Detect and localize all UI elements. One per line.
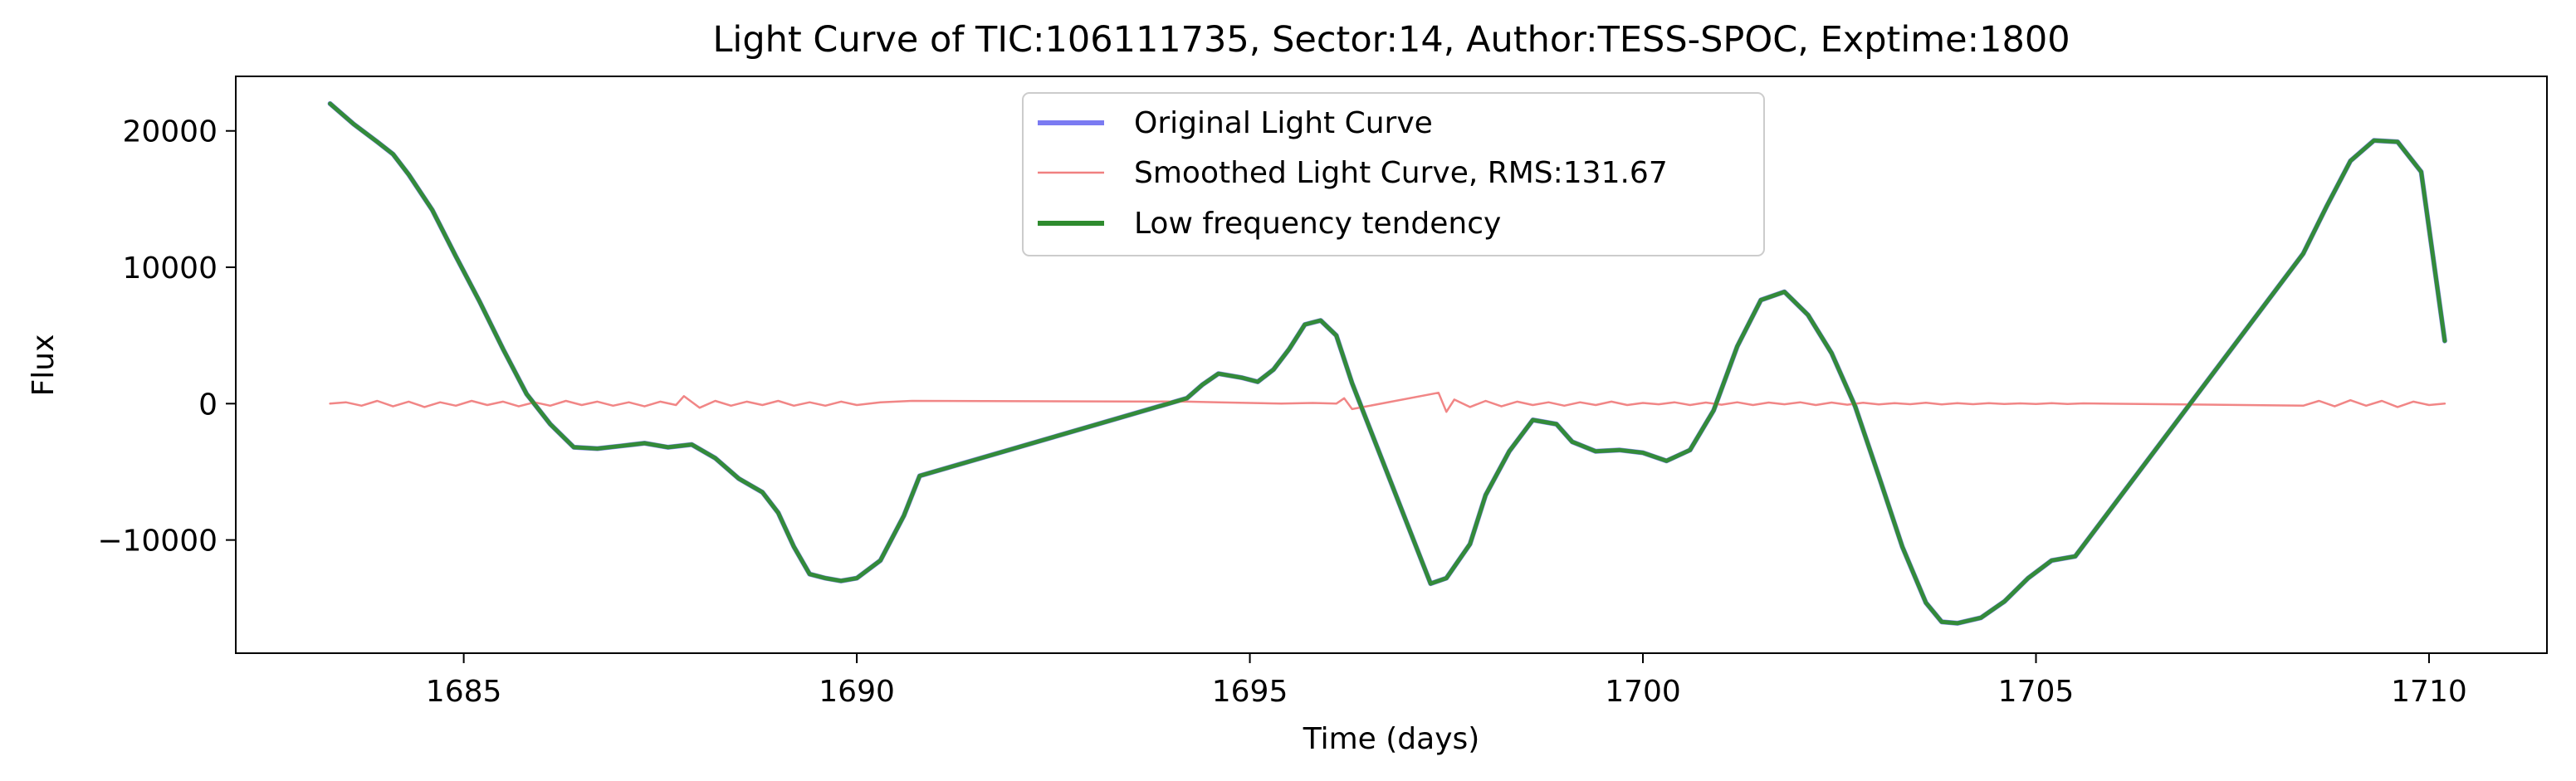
x-tick-label: 1705 [1998, 675, 2075, 709]
x-tick-label: 1700 [1605, 675, 1681, 709]
legend-label-smoothed: Smoothed Light Curve, RMS:131.67 [1134, 156, 1668, 190]
legend-label-original: Original Light Curve [1134, 106, 1433, 140]
chart-title: Light Curve of TIC:106111735, Sector:14,… [712, 19, 2070, 61]
x-tick-label: 1710 [2391, 675, 2467, 709]
y-tick-label: 10000 [122, 251, 218, 286]
y-tick-label: 0 [198, 388, 218, 422]
y-axis: −10000 0 10000 20000 [97, 115, 236, 559]
plot-area [327, 100, 2447, 626]
x-tick-label: 1690 [819, 675, 895, 709]
y-tick-label: 20000 [122, 115, 218, 149]
x-axis: 1685 1690 1695 1700 1705 1710 [426, 653, 2467, 709]
legend: Original Light Curve Smoothed Light Curv… [1022, 92, 1765, 256]
axes-frame [235, 76, 2548, 654]
x-axis-label: Time (days) [1303, 722, 1480, 756]
legend-frame [1022, 92, 1765, 256]
low-frequency-tendency-line [328, 101, 2447, 626]
x-tick-label: 1695 [1212, 675, 1288, 709]
y-axis-label: Flux [27, 334, 61, 397]
y-tick-label: −10000 [97, 525, 218, 559]
x-tick-label: 1685 [426, 675, 502, 709]
smoothed-light-curve-line [329, 391, 2446, 413]
legend-label-low-frequency: Low frequency tendency [1134, 207, 1501, 241]
